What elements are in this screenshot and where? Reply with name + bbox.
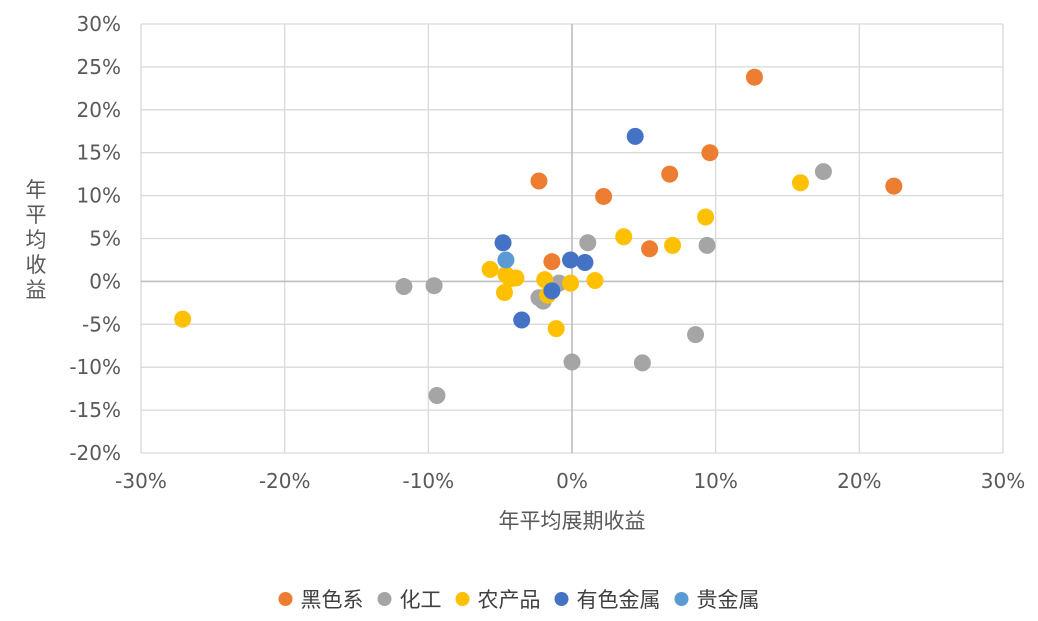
data-point <box>814 163 832 181</box>
data-point <box>595 187 613 205</box>
y-tick-label: 10% <box>77 184 121 208</box>
legend-label: 农产品 <box>478 588 541 612</box>
data-point <box>687 326 705 344</box>
x-tick-label: 30% <box>981 469 1025 493</box>
y-tick-label: 25% <box>77 55 121 79</box>
data-point <box>530 172 548 190</box>
data-point <box>576 254 594 272</box>
series-4 <box>497 251 515 269</box>
data-point <box>626 127 644 145</box>
data-point <box>701 144 719 162</box>
y-tick-label: 5% <box>89 227 121 251</box>
data-point <box>563 353 581 371</box>
y-axis-title: 年平均收益 <box>26 178 47 302</box>
data-point <box>885 177 903 195</box>
x-tick-label: -20% <box>259 469 311 493</box>
legend-label: 化工 <box>400 588 442 612</box>
legend-item: 黑色系 <box>278 588 364 612</box>
legend-marker <box>278 592 293 606</box>
legend-marker <box>554 592 569 606</box>
data-point <box>174 310 192 328</box>
data-point <box>543 253 561 271</box>
data-point <box>698 236 716 254</box>
data-point <box>425 277 443 295</box>
data-point <box>428 387 446 405</box>
legend-item: 贵金属 <box>674 588 760 612</box>
data-points <box>174 68 903 405</box>
legend-item: 有色金属 <box>554 588 661 612</box>
data-point <box>697 208 715 226</box>
data-point <box>481 260 499 278</box>
series-0 <box>530 68 903 271</box>
data-point <box>543 282 561 300</box>
data-point <box>494 234 512 252</box>
data-point <box>395 278 413 296</box>
x-tick-label: 0% <box>556 469 588 493</box>
legend-marker <box>455 592 470 606</box>
data-point <box>664 236 682 254</box>
legend-label: 黑色系 <box>301 588 364 612</box>
legend: 黑色系 化工 农产品 有色金属 贵金属 <box>278 588 760 612</box>
data-point <box>547 320 565 338</box>
data-point <box>507 269 525 287</box>
y-tick-labels: 30% 25% 20% 15% 10% 5% 0% -5% -10% -15% -20% <box>69 12 121 465</box>
x-axis-title: 年平均展期收益 <box>499 509 646 533</box>
data-point <box>586 272 604 290</box>
y-tick-label: -20% <box>69 441 121 465</box>
legend-label: 贵金属 <box>697 588 760 612</box>
y-tick-label: 15% <box>77 141 121 165</box>
data-point <box>495 284 513 302</box>
x-tick-label: -10% <box>402 469 454 493</box>
x-tick-labels: -30% -20% -10% 0% 10% 20% 30% <box>115 469 1025 493</box>
legend-label: 有色金属 <box>577 588 661 612</box>
data-point <box>641 240 659 258</box>
data-point <box>661 165 679 183</box>
data-point <box>579 234 597 252</box>
data-point <box>615 228 633 246</box>
y-tick-label: 0% <box>89 269 121 293</box>
data-point <box>562 251 580 269</box>
series-2 <box>174 174 809 338</box>
data-point <box>497 251 515 269</box>
x-tick-label: 20% <box>837 469 881 493</box>
legend-item: 农产品 <box>455 588 541 612</box>
data-point <box>745 68 763 86</box>
series-1 <box>395 163 832 405</box>
legend-marker <box>377 592 392 606</box>
series-3 <box>494 127 644 329</box>
legend-marker <box>674 592 689 606</box>
data-point <box>562 274 580 292</box>
data-point <box>513 311 531 329</box>
data-point <box>633 354 651 372</box>
y-tick-label: -5% <box>82 312 121 336</box>
y-tick-label: -10% <box>69 355 121 379</box>
data-point <box>791 174 809 192</box>
y-tick-label: 20% <box>77 98 121 122</box>
y-tick-label: 30% <box>77 12 121 36</box>
y-tick-label: -15% <box>69 398 121 422</box>
x-tick-label: 10% <box>693 469 737 493</box>
legend-item: 化工 <box>377 588 442 612</box>
x-tick-label: -30% <box>115 469 167 493</box>
